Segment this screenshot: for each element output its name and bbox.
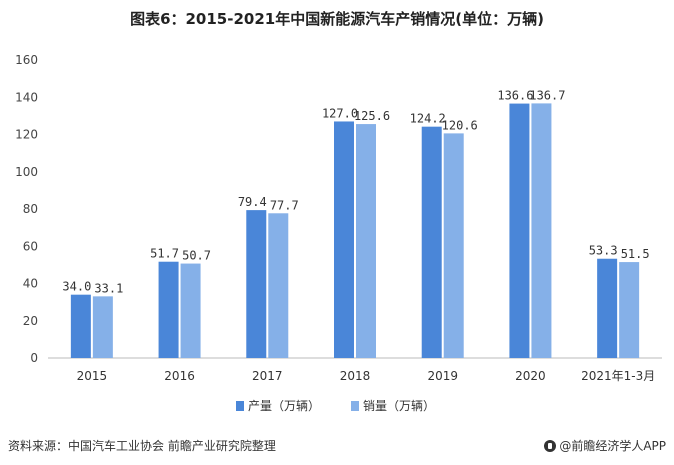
y-tick-label: 140 — [15, 90, 38, 104]
bar-sales — [356, 124, 376, 358]
legend-label: 产量（万辆） — [248, 399, 320, 413]
data-label: 120.6 — [442, 118, 478, 132]
y-tick-label: 20 — [23, 314, 38, 328]
bar-sales — [180, 263, 201, 358]
data-label: 53.3 — [589, 244, 618, 258]
x-tick-label: 2016 — [164, 369, 195, 383]
bar-chart: 0 20 40 60 80 100 120 140 160 34.0 33.1 2015 51.7 50.… — [15, 53, 662, 413]
bar-production — [70, 294, 91, 358]
data-label: 136.7 — [529, 88, 565, 102]
bar-sales — [619, 262, 640, 358]
bar-sales — [92, 296, 113, 358]
legend-label: 销量（万辆） — [363, 399, 435, 413]
x-tick-label: 2019 — [427, 369, 458, 383]
y-tick-label: 60 — [23, 239, 38, 253]
data-label: 136.6 — [497, 89, 533, 103]
x-tick-label: 2015 — [77, 369, 108, 383]
y-tick-label: 0 — [30, 351, 38, 365]
bar-sales — [443, 133, 464, 358]
data-label: 33.1 — [94, 281, 123, 295]
data-label: 34.0 — [62, 280, 91, 294]
y-tick-label: 80 — [23, 202, 38, 216]
data-label: 51.5 — [621, 247, 650, 261]
brand-credit: @前瞻经济学人APP — [544, 437, 666, 454]
bar-production — [597, 258, 618, 358]
data-label: 51.7 — [150, 247, 179, 261]
bar-production — [246, 210, 267, 358]
bar-production — [509, 103, 530, 359]
source-note: 资料来源：中国汽车工业协会 前瞻产业研究院整理 — [8, 439, 276, 453]
y-tick-label: 100 — [15, 165, 38, 179]
x-tick-label: 2021年1-3月 — [581, 369, 655, 383]
x-tick-label: 2018 — [340, 369, 371, 383]
y-tick-label: 120 — [15, 128, 38, 142]
bar-sales — [531, 103, 552, 359]
data-label: 50.7 — [182, 249, 211, 263]
x-tick-label: 2017 — [252, 369, 283, 383]
bar-sales — [268, 213, 289, 358]
x-tick-label: 2020 — [515, 369, 546, 383]
legend-swatch-production — [236, 401, 244, 411]
data-label: 125.6 — [354, 109, 390, 123]
bar-production — [158, 261, 179, 358]
bar-production — [334, 121, 354, 359]
y-tick-label: 160 — [15, 53, 38, 67]
data-label: 124.2 — [410, 112, 446, 126]
brand-logo-icon — [544, 440, 557, 452]
data-label: 77.7 — [270, 198, 299, 212]
chart-title: 图表6：2015-2021年中国新能源汽车产销情况(单位：万辆) — [130, 10, 544, 28]
bar-production — [421, 126, 442, 359]
legend-swatch-sales — [351, 401, 359, 411]
y-tick-label: 40 — [23, 277, 38, 291]
data-label: 127.0 — [322, 106, 358, 120]
data-label: 79.4 — [238, 195, 267, 209]
brand-text: @前瞻经济学人APP — [559, 439, 666, 453]
